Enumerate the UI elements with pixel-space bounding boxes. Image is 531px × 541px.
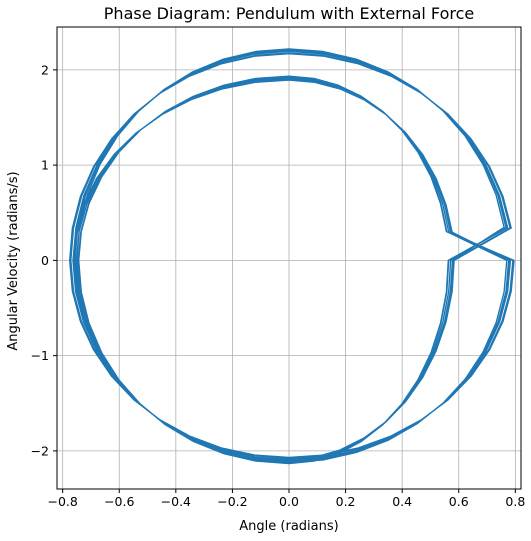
- y-axis-ticks: −2 −1 0 1 2: [31, 62, 57, 458]
- x-axis-ticks: −0.8 −0.6 −0.4 −0.2 0.0 0.2 0.4 0.6 0.8: [47, 489, 525, 509]
- x-tick-label: −0.8: [47, 494, 77, 509]
- y-tick-label: 1: [41, 158, 49, 173]
- y-tick-label: −1: [31, 348, 49, 363]
- x-tick-label: −0.6: [104, 494, 134, 509]
- chart-title: Phase Diagram: Pendulum with External Fo…: [104, 4, 474, 23]
- plot-area: [69, 48, 515, 465]
- x-tick-label: 0.4: [392, 494, 412, 509]
- y-tick-label: 2: [41, 62, 49, 77]
- x-tick-label: 0.2: [336, 494, 356, 509]
- x-axis-label: Angle (radians): [239, 519, 338, 534]
- x-tick-label: 0.8: [505, 494, 525, 509]
- grid-lines: [57, 27, 521, 489]
- y-tick-label: −2: [31, 443, 49, 458]
- y-axis-label: Angular Velocity (radians/s): [6, 171, 21, 350]
- x-tick-label: 0.0: [279, 494, 299, 509]
- x-tick-label: −0.2: [217, 494, 247, 509]
- x-tick-label: −0.4: [161, 494, 191, 509]
- y-tick-label: 0: [41, 253, 49, 268]
- x-tick-label: 0.6: [449, 494, 469, 509]
- trajectory-line: [69, 48, 515, 465]
